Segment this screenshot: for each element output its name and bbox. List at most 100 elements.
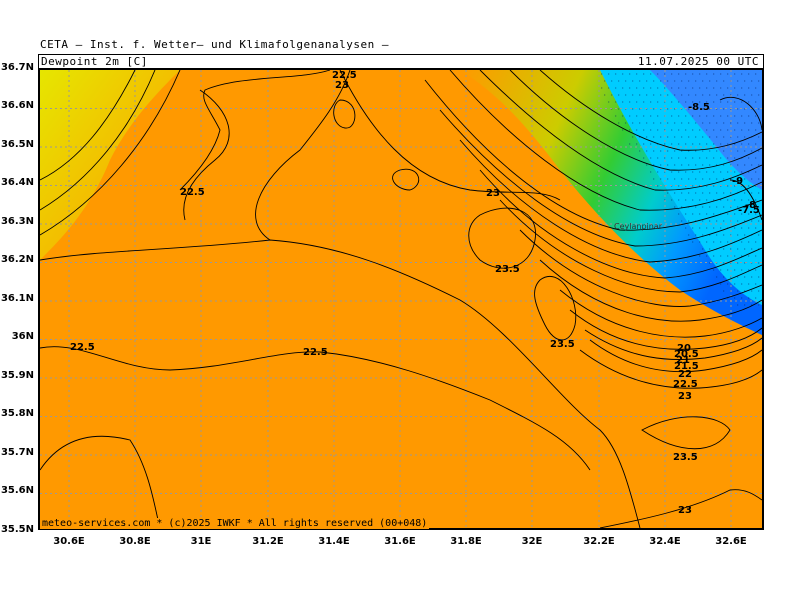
stipple-dot	[685, 227, 687, 229]
stipple-dot	[685, 87, 687, 89]
stipple-dot	[723, 164, 725, 166]
stipple-dot	[734, 87, 736, 89]
stipple-dot	[713, 241, 715, 243]
stipple-dot	[688, 150, 690, 152]
contour-label: 23	[335, 80, 349, 91]
stipple-dot	[688, 220, 690, 222]
stipple-dot	[692, 199, 694, 201]
dewpoint-map: 22.5 23 22.5 23 23.5 23.5 22.5 22.5 20 2…	[40, 70, 762, 528]
stipple-dot	[758, 136, 760, 138]
stipple-dot	[664, 73, 666, 75]
stipple-dot	[720, 87, 722, 89]
stipple-dot	[741, 227, 743, 229]
stipple-dot	[604, 94, 606, 96]
stipple-dot	[758, 178, 760, 180]
stipple-dot	[755, 283, 757, 285]
lat-label: 36.1N	[0, 293, 34, 304]
stipple-dot	[723, 80, 725, 82]
stipple-dot	[734, 213, 736, 215]
stipple-dot	[727, 185, 729, 187]
stipple-dot	[713, 129, 715, 131]
stipple-dot	[713, 73, 715, 75]
stipple-dot	[755, 227, 757, 229]
stipple-dot	[709, 136, 711, 138]
stipple-dot	[720, 227, 722, 229]
stipple-dot	[723, 234, 725, 236]
stipple-dot	[713, 255, 715, 257]
stipple-dot	[720, 269, 722, 271]
stipple-dot	[709, 164, 711, 166]
stipple-dot	[723, 136, 725, 138]
stipple-dot	[650, 115, 652, 117]
stipple-dot	[748, 199, 750, 201]
stipple-dot	[734, 171, 736, 173]
stipple-dot	[706, 115, 708, 117]
stipple-dot	[692, 115, 694, 117]
stipple-dot	[748, 129, 750, 131]
stipple-dot	[632, 94, 634, 96]
stipple-dot	[748, 157, 750, 159]
stipple-dot	[657, 171, 659, 173]
stipple-dot	[755, 255, 757, 257]
stipple-dot	[709, 248, 711, 250]
contour-label: 23	[678, 391, 692, 402]
lat-label: 36.3N	[0, 216, 34, 227]
lat-label: 36.7N	[0, 62, 34, 73]
stipple-dot	[678, 157, 680, 159]
stipple-dot	[604, 80, 606, 82]
stipple-dot	[730, 192, 732, 194]
stipple-dot	[618, 108, 620, 110]
stipple-dot	[716, 206, 718, 208]
stipple-dot	[653, 108, 655, 110]
stipple-dot	[660, 94, 662, 96]
stipple-dot	[716, 136, 718, 138]
stipple-dot	[688, 136, 690, 138]
stipple-dot	[695, 234, 697, 236]
stipple-dot	[615, 87, 617, 89]
stipple-dot	[618, 80, 620, 82]
stipple-dot	[706, 199, 708, 201]
stipple-dot	[681, 150, 683, 152]
lat-label: 36.2N	[0, 254, 34, 265]
stipple-dot	[692, 171, 694, 173]
stipple-dot	[755, 171, 757, 173]
stipple-dot	[702, 108, 704, 110]
stipple-dot	[716, 122, 718, 124]
stipple-dot	[601, 87, 603, 89]
stipple-dot	[720, 129, 722, 131]
stipple-dot	[688, 178, 690, 180]
stipple-dot	[685, 115, 687, 117]
stipple-dot	[692, 157, 694, 159]
contour-label: 22.5	[673, 379, 698, 390]
stipple-dot	[706, 255, 708, 257]
stipple-dot	[653, 94, 655, 96]
stipple-dot	[734, 143, 736, 145]
stipple-dot	[734, 255, 736, 257]
stipple-dot	[681, 122, 683, 124]
stipple-dot	[653, 150, 655, 152]
stipple-dot	[699, 87, 701, 89]
stipple-dot	[671, 73, 673, 75]
stipple-dot	[622, 129, 624, 131]
stipple-dot	[608, 101, 610, 103]
stipple-dot	[674, 178, 676, 180]
contour-label: 22.5	[303, 347, 328, 358]
stipple-dot	[716, 220, 718, 222]
stipple-dot	[695, 94, 697, 96]
stipple-dot	[632, 80, 634, 82]
map-panel[interactable]: 22.5 23 22.5 23 23.5 23.5 22.5 22.5 20 2…	[38, 68, 764, 530]
stipple-dot	[678, 115, 680, 117]
stipple-dot	[646, 122, 648, 124]
stipple-dot	[706, 143, 708, 145]
stipple-dot	[709, 220, 711, 222]
stipple-dot	[674, 136, 676, 138]
stipple-dot	[660, 164, 662, 166]
stipple-dot	[727, 73, 729, 75]
stipple-dot	[685, 129, 687, 131]
stipple-dot	[727, 115, 729, 117]
stipple-dot	[744, 164, 746, 166]
stipple-dot	[657, 157, 659, 159]
stipple-dot	[706, 129, 708, 131]
stipple-dot	[688, 192, 690, 194]
stipple-dot	[660, 136, 662, 138]
